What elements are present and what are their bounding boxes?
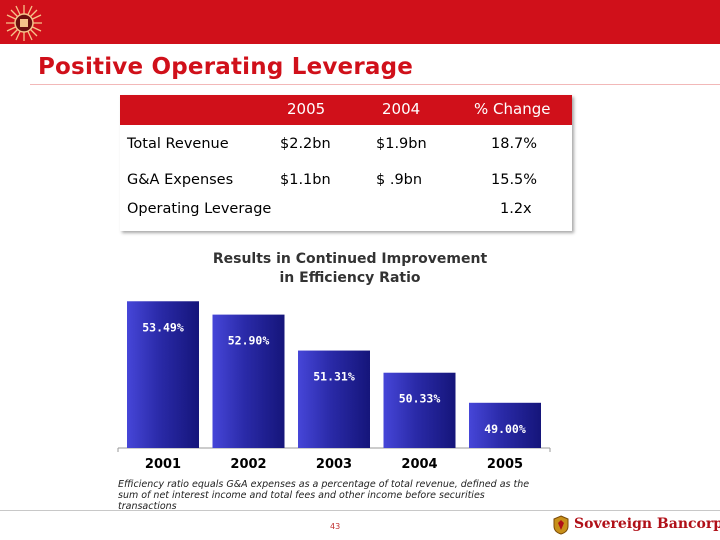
bar-value-label-2002: 52.90% bbox=[228, 334, 270, 348]
bar-2005 bbox=[469, 402, 541, 448]
brand-name: Sovereign Bancorp bbox=[574, 516, 720, 532]
cell-revenue-change: 18.7% bbox=[491, 136, 538, 152]
row-label-total-revenue: Total Revenue bbox=[127, 136, 229, 152]
cell-ga-2005: $1.1bn bbox=[280, 172, 331, 188]
header-2005: 2005 bbox=[287, 100, 326, 118]
footer-divider bbox=[0, 510, 720, 511]
bar-2002 bbox=[212, 314, 285, 448]
top-banner bbox=[0, 0, 720, 44]
bar-value-label-2005: 49.00% bbox=[484, 422, 526, 436]
sovereign-seal-icon bbox=[6, 5, 42, 41]
row-label-ga-expenses: G&A Expenses bbox=[127, 172, 234, 188]
cell-revenue-2005: $2.2bn bbox=[280, 136, 331, 152]
page-number: 43 bbox=[330, 522, 341, 531]
bar-2001 bbox=[127, 301, 199, 448]
chart-title-line-2: in Efficiency Ratio bbox=[279, 270, 421, 286]
bar-2003 bbox=[298, 350, 370, 448]
crest-icon bbox=[553, 515, 569, 535]
x-tick-label-2002: 2002 bbox=[230, 457, 266, 472]
title-divider bbox=[30, 84, 720, 85]
leverage-table: 2005 2004 % Change Total Revenue $2.2bn … bbox=[120, 95, 572, 231]
bar-value-label-2001: 53.49% bbox=[142, 320, 184, 334]
bar-value-label-2003: 51.31% bbox=[313, 370, 355, 384]
header-2004: 2004 bbox=[382, 100, 421, 118]
cell-revenue-2004: $1.9bn bbox=[376, 136, 427, 152]
cell-ga-change: 15.5% bbox=[491, 172, 538, 188]
x-tick-label-2001: 2001 bbox=[145, 457, 181, 472]
cell-operating-leverage: 1.2x bbox=[500, 201, 532, 217]
table-header-row bbox=[120, 95, 572, 125]
x-tick-label-2003: 2003 bbox=[316, 457, 352, 472]
cell-ga-2004: $ .9bn bbox=[376, 172, 423, 188]
chart-title-line-1: Results in Continued Improvement bbox=[212, 251, 488, 267]
x-tick-label-2005: 2005 bbox=[487, 457, 523, 472]
footnote: Efficiency ratio equals G&A expenses as … bbox=[118, 479, 530, 512]
efficiency-ratio-chart: 53.49% 2001 52.90% 2002 51.31% 2003 50.33% 2004… bbox=[117, 301, 551, 472]
chart-title: Results in Continued Improvement in Effi… bbox=[150, 250, 550, 288]
bar-value-label-2004: 50.33% bbox=[399, 392, 441, 406]
brand-logo: Sovereign Bancorp bbox=[550, 514, 720, 536]
bar-2004 bbox=[383, 372, 456, 448]
page-title: Positive Operating Leverage bbox=[38, 54, 414, 80]
header-change: % Change bbox=[474, 100, 551, 118]
x-tick-label-2004: 2004 bbox=[401, 457, 437, 472]
row-label-operating-leverage: Operating Leverage bbox=[127, 201, 272, 217]
